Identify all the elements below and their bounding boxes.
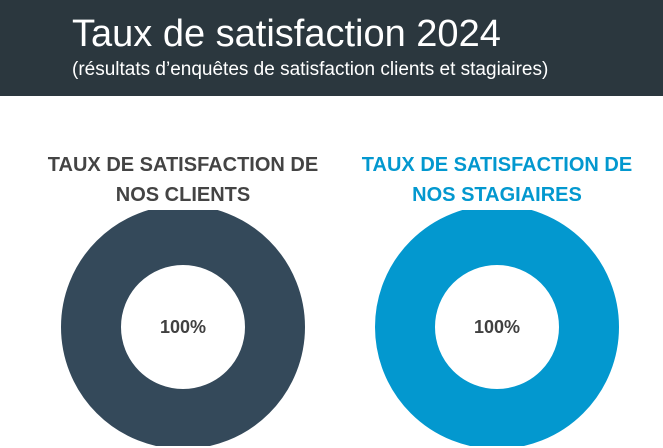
stagiaires-chart-title: TAUX DE SATISFACTION DE NOS STAGIAIRES xyxy=(347,150,647,210)
stagiaires-donut-slice xyxy=(375,210,619,446)
stagiaires-center-label: 100% xyxy=(474,317,520,337)
clients-chart-title-line-1: TAUX DE SATISFACTION DE xyxy=(47,154,319,176)
stagiaires-chart-title-line-1: TAUX DE SATISFACTION DE xyxy=(361,154,633,176)
clients-chart: TAUX DE SATISFACTION DE NOS CLIENTS 100% xyxy=(33,150,333,446)
page-title: Taux de satisfaction 2024 xyxy=(72,13,501,55)
stagiaires-chart: TAUX DE SATISFACTION DE NOS STAGIAIRES 1… xyxy=(347,150,647,446)
clients-chart-title: TAUX DE SATISFACTION DE NOS CLIENTS xyxy=(33,150,333,210)
clients-donut-slice xyxy=(61,210,305,446)
clients-center-label: 100% xyxy=(160,317,206,337)
stagiaires-chart-title-line-2: NOS STAGIAIRES xyxy=(412,184,582,206)
clients-donut: 100% xyxy=(61,210,305,446)
clients-chart-title-line-2: NOS CLIENTS xyxy=(115,184,251,206)
page-header: Taux de satisfaction 2024 (résultats d’e… xyxy=(0,0,663,96)
page-subtitle: (résultats d’enquêtes de satisfaction cl… xyxy=(72,59,549,80)
stagiaires-donut: 100% xyxy=(375,210,619,446)
